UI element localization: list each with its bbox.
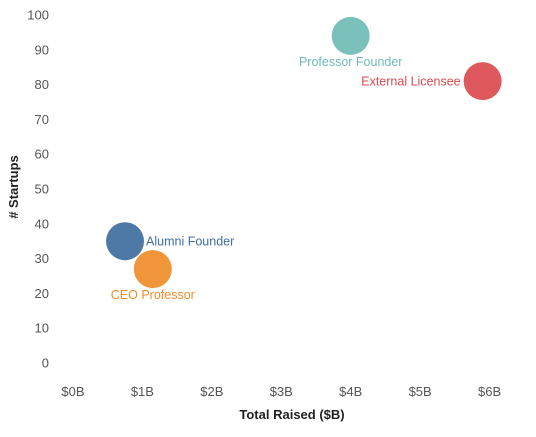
- x-tick-label: $2B: [200, 384, 223, 399]
- point-label-ceo-professor: CEO Professor: [111, 288, 195, 302]
- y-tick-label: 10: [35, 321, 49, 336]
- x-tick-label: $1B: [131, 384, 154, 399]
- x-tick-label: $0B: [61, 384, 84, 399]
- point-ceo-professor[interactable]: [133, 250, 172, 289]
- x-tick-label: $5B: [409, 384, 432, 399]
- x-tick-label: $6B: [478, 384, 501, 399]
- y-axis-title: # Startups: [6, 155, 21, 219]
- data-points: [106, 16, 502, 289]
- y-tick-label: 60: [35, 147, 49, 162]
- point-professor-founder[interactable]: [331, 16, 370, 55]
- y-tick-label: 80: [35, 77, 49, 92]
- point-label-professor-founder: Professor Founder: [299, 55, 403, 69]
- point-alumni-founder[interactable]: [106, 222, 145, 261]
- x-tick-label: $3B: [270, 384, 293, 399]
- point-label-alumni-founder: Alumni Founder: [146, 235, 234, 249]
- y-axis-ticks: 0 10 20 30 40 50 60 70 80 90 100: [27, 8, 49, 371]
- x-axis-ticks: $0B $1B $2B $3B $4B $5B $6B: [61, 384, 501, 399]
- y-tick-label: 40: [35, 216, 49, 231]
- point-labels: Professor Founder External Licensee Alumni…: [111, 55, 461, 302]
- y-tick-label: 90: [35, 42, 49, 57]
- y-tick-label: 0: [42, 356, 49, 371]
- point-external-licensee[interactable]: [463, 62, 502, 101]
- y-tick-label: 50: [35, 182, 49, 197]
- point-label-external-licensee: External Licensee: [361, 75, 460, 89]
- y-tick-label: 100: [27, 8, 49, 23]
- x-tick-label: $4B: [339, 384, 362, 399]
- y-tick-label: 70: [35, 112, 49, 127]
- y-tick-label: 20: [35, 286, 49, 301]
- x-axis-title: Total Raised ($B): [239, 407, 344, 422]
- y-tick-label: 30: [35, 251, 49, 266]
